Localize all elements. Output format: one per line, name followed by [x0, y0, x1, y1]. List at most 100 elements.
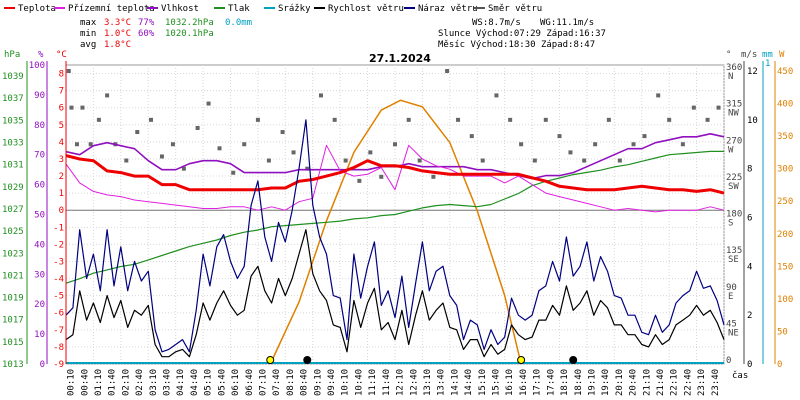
wind-direction-point: [135, 130, 140, 135]
stat-press: 1020.1hPa: [165, 29, 214, 39]
wind-direction-point: [519, 142, 524, 147]
unit-percent: %: [38, 50, 44, 60]
tick-wind: 4: [747, 262, 752, 272]
stat-label: avg: [80, 40, 96, 50]
tick-celsius: 8: [59, 70, 64, 80]
wind-direction-point: [406, 117, 411, 122]
tick-time: 16:10: [505, 369, 515, 396]
tick-time: 08:40: [300, 369, 310, 396]
marker-moonrise: [569, 356, 578, 364]
wind-direction-point: [105, 93, 110, 98]
tick-celsius: -6: [53, 309, 64, 319]
wind-direction-point: [74, 142, 79, 147]
tick-time: 10:40: [354, 369, 364, 396]
tick-percent: 30: [34, 270, 45, 280]
tick-celsius: -4: [53, 275, 64, 285]
wind-direction-point: [379, 174, 384, 179]
tick-time: 13:10: [423, 369, 433, 396]
tick-time: 19:10: [587, 369, 597, 396]
unit-ms: m/s: [741, 50, 757, 60]
tick-direction-deg: 135: [726, 246, 742, 256]
stat-temp: 3.3°C: [104, 18, 131, 28]
wind-direction-point: [88, 142, 93, 147]
tick-time: 01:40: [108, 369, 118, 396]
tick-celsius: -5: [53, 292, 64, 302]
tick-hpa: 1039: [2, 72, 24, 82]
stat-temp: 1.8°C: [104, 40, 131, 50]
legend-item: Rychlost větru: [328, 4, 404, 14]
tick-time: 23:10: [697, 369, 707, 396]
wind-direction-point: [480, 158, 485, 163]
wind-direction-point: [357, 178, 362, 183]
tick-celsius: -8: [53, 343, 64, 353]
tick-direction-label: E: [728, 292, 733, 302]
wind-direction-point: [368, 150, 373, 155]
tick-time: 14:40: [464, 369, 474, 396]
tick-percent: 50: [34, 211, 45, 221]
tick-celsius: 5: [59, 121, 64, 131]
wind-direction-point: [305, 166, 310, 171]
tick-direction-deg: 180: [726, 210, 742, 220]
wind-direction-point: [606, 117, 611, 122]
stat-temp: 1.0°C: [104, 29, 131, 39]
tick-direction-deg: 90: [726, 283, 737, 293]
wind-direction-point: [343, 158, 348, 163]
wind-direction-point: [66, 69, 71, 73]
tick-time: 05:10: [204, 369, 214, 396]
tick-direction-deg: 0: [726, 356, 731, 366]
info-block: WS:8.7m/s WG:11.1m/s Slunce Východ:07:29…: [438, 18, 606, 50]
tick-time: 17:10: [533, 369, 543, 396]
tick-direction-deg: 45: [726, 319, 737, 329]
tick-hpa: 1017: [2, 316, 24, 326]
tick-time: 22:10: [670, 369, 680, 396]
unit-time: čas: [732, 370, 748, 381]
wind-direction-point: [691, 105, 696, 110]
wind-direction-point: [417, 158, 422, 163]
tick-time: 13:40: [437, 369, 447, 396]
tick-hpa: 1027: [2, 205, 24, 215]
wind-direction-point: [69, 105, 74, 110]
marker-sunrise: [266, 356, 275, 364]
tick-wind: 10: [747, 116, 758, 126]
tick-time: 12:40: [409, 369, 419, 396]
wind-direction-point: [217, 146, 222, 151]
wind-direction-point: [195, 125, 200, 130]
wind-direction-point: [181, 166, 186, 171]
wind-direction-point: [280, 130, 285, 135]
tick-rain: 1: [765, 59, 770, 69]
stat-press: 1032.2hPa: [165, 18, 214, 28]
series-wind-gust: [65, 119, 725, 353]
tick-time: 20:10: [615, 369, 625, 396]
tick-percent: 90: [34, 91, 45, 101]
tick-celsius: 1: [59, 189, 64, 199]
tick-celsius: -3: [53, 257, 64, 267]
wind-direction-point: [148, 117, 153, 122]
wind-direction-point: [568, 150, 573, 155]
tick-hpa: 1033: [2, 139, 24, 149]
tick-wind: 6: [747, 214, 752, 224]
series-pressure: [65, 150, 724, 284]
tick-direction-deg: 360: [726, 63, 742, 73]
tick-time: 07:10: [258, 369, 268, 396]
tick-time: 04:10: [176, 369, 186, 396]
tick-direction-deg: 270: [726, 136, 742, 146]
tick-hpa: 1023: [2, 249, 24, 259]
tick-radiation: 0: [777, 360, 782, 370]
tick-time: 17:40: [546, 369, 556, 396]
tick-percent: 10: [34, 330, 45, 340]
tick-time: 00:40: [80, 369, 90, 396]
tick-time: 21:40: [656, 369, 666, 396]
stats-block: max 3.3°C 77% 1032.2hPa 0.0mm min 1.0°C 60% 1020…: [80, 18, 252, 50]
wind-direction-point: [445, 69, 450, 73]
wind-direction-point: [159, 154, 164, 159]
wind-direction-point: [494, 93, 499, 98]
legend-item: Vlhkost: [161, 4, 199, 14]
info-ws: WS:8.7m/s: [472, 18, 521, 28]
unit-hpa: hPa: [4, 50, 20, 60]
tick-time: 03:10: [149, 369, 159, 396]
tick-radiation: 450: [777, 67, 793, 77]
chart-legend: Teplota Přízemní teplota Vlhkost Tlak Srážky…: [4, 4, 542, 14]
series-temperature: [65, 154, 725, 195]
wind-direction-point: [80, 105, 85, 110]
tick-radiation: 300: [777, 165, 793, 175]
